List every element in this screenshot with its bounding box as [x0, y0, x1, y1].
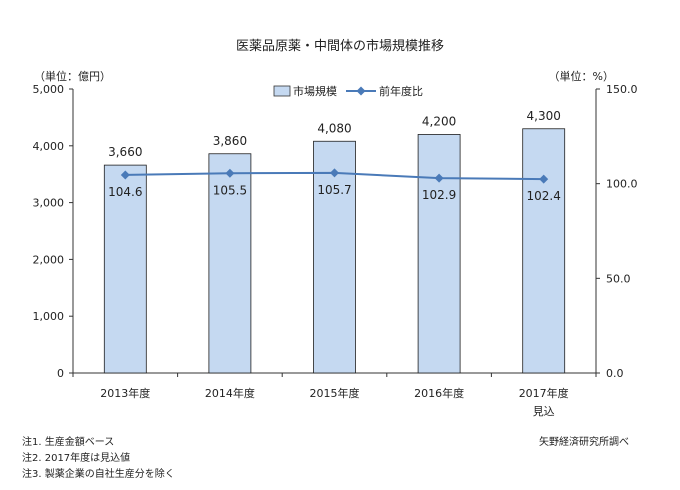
left-tick-label: 4,000 — [33, 140, 65, 153]
line-value-label: 102.9 — [422, 188, 456, 202]
right-tick-label: 150.0 — [606, 83, 638, 96]
data-labels: 3,660 3,860 4,080 4,200 4,300 104.6 105.5 105.7… — [108, 109, 561, 203]
bar — [417, 134, 461, 374]
line-point — [434, 173, 444, 183]
right-axis-unit: （単位：%） — [549, 69, 614, 83]
legend-line-marker — [356, 86, 366, 96]
x-tick-label: 2014年度 — [205, 386, 255, 400]
axes: 0 1,000 2,000 3,000 4,000 5,000 0.0 50.0 100.0 15… — [33, 83, 638, 418]
note-2: 注2. 2017年度は見込値 — [22, 453, 131, 464]
legend-bar-label: 市場規模 — [293, 84, 337, 98]
legend: 市場規模 前年度比 — [273, 84, 423, 98]
bar-value-label: 4,300 — [527, 109, 561, 123]
line-point — [539, 174, 549, 184]
bar — [522, 128, 566, 374]
right-tick-label: 100.0 — [606, 178, 638, 191]
bar — [313, 140, 356, 374]
line-value-label: 105.5 — [213, 183, 247, 197]
left-tick-label: 3,000 — [33, 197, 65, 210]
line-point — [120, 170, 130, 180]
right-tick-label: 0.0 — [606, 367, 624, 380]
source-note: 矢野経済研究所調べ — [539, 437, 629, 448]
x-tick-sublabel: 見込 — [533, 405, 555, 418]
legend-bar-swatch — [273, 85, 291, 97]
bar-value-label: 4,200 — [422, 114, 456, 128]
line-point — [225, 168, 235, 178]
bar — [208, 153, 252, 374]
bar-value-label: 4,080 — [317, 121, 351, 135]
bars — [103, 128, 566, 374]
line-value-label: 104.6 — [108, 185, 142, 199]
x-tick-label: 2017年度 — [519, 386, 569, 400]
bar-value-label: 3,660 — [108, 145, 142, 159]
left-tick-label: 2,000 — [33, 253, 65, 266]
left-tick-label: 0 — [57, 367, 64, 380]
left-tick-label: 5,000 — [33, 83, 65, 96]
bar-value-label: 3,860 — [213, 134, 247, 148]
chart-title: 医薬品原薬・中間体の市場規模推移 — [236, 38, 444, 54]
line-series — [120, 168, 549, 184]
x-tick-label: 2016年度 — [414, 386, 464, 400]
x-tick-label: 2015年度 — [310, 386, 360, 400]
x-tick-label: 2013年度 — [100, 386, 150, 400]
legend-line-label: 前年度比 — [379, 84, 423, 98]
line-value-label: 102.4 — [527, 189, 561, 203]
note-3: 注3. 製薬企業の自社生産分を除く — [22, 469, 175, 480]
right-tick-label: 50.0 — [606, 272, 631, 285]
line-point — [330, 168, 339, 178]
left-tick-label: 1,000 — [33, 310, 65, 323]
bar — [103, 164, 147, 374]
line-value-label: 105.7 — [317, 183, 351, 197]
left-axis-unit: （単位：億円） — [34, 69, 111, 83]
note-1: 注1. 生産金額ベース — [22, 437, 115, 448]
